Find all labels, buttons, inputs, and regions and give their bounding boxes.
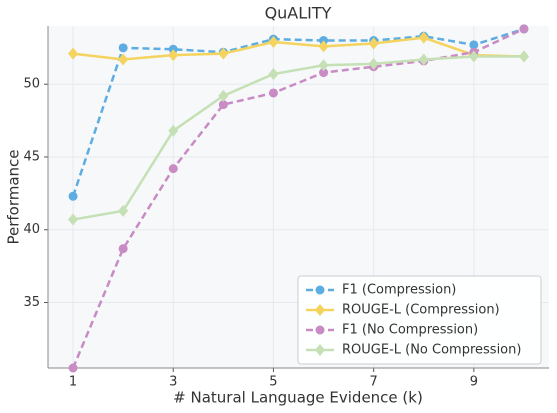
chart-title: QuALITY xyxy=(265,4,332,23)
data-point xyxy=(318,59,329,72)
data-point xyxy=(118,53,129,66)
data-point xyxy=(218,47,229,60)
data-point xyxy=(68,363,78,373)
data-point xyxy=(218,89,229,102)
x-tick-label: 3 xyxy=(169,375,177,390)
legend-box xyxy=(297,275,542,365)
data-point xyxy=(118,43,128,53)
y-tick-label: 35 xyxy=(23,295,40,310)
legend-label: F1 (No Compression) xyxy=(342,323,478,338)
legend-marker xyxy=(315,285,325,295)
data-point xyxy=(118,244,128,254)
y-tick-label: 45 xyxy=(23,149,40,164)
series-line xyxy=(71,27,525,197)
data-point xyxy=(319,68,329,78)
y-axis-label: Performance xyxy=(5,149,23,244)
data-point xyxy=(268,36,279,49)
y-tick-label: 50 xyxy=(23,77,40,92)
x-tick-label: 5 xyxy=(269,375,277,390)
data-point xyxy=(68,191,78,201)
data-point xyxy=(68,47,79,60)
data-point xyxy=(268,68,279,81)
data-point xyxy=(368,57,379,70)
data-point xyxy=(468,50,479,63)
series-line xyxy=(71,27,525,369)
y-tick-label: 40 xyxy=(23,222,40,237)
data-point xyxy=(519,24,529,34)
data-point xyxy=(168,49,179,62)
data-point xyxy=(518,50,529,63)
legend-marker xyxy=(315,304,325,316)
data-point xyxy=(418,53,429,66)
series-line xyxy=(72,36,524,61)
data-point xyxy=(418,31,429,44)
data-point xyxy=(368,37,379,50)
data-point xyxy=(469,40,479,50)
data-point xyxy=(268,88,278,98)
legend-marker xyxy=(315,344,325,356)
x-tick-label: 9 xyxy=(470,375,478,390)
legend-label: ROUGE-L (Compression) xyxy=(342,303,500,318)
series-line xyxy=(72,55,524,221)
data-point xyxy=(68,213,79,226)
legend-label: F1 (Compression) xyxy=(342,283,456,298)
x-tick-label: 1 xyxy=(69,375,77,390)
data-point xyxy=(318,40,329,53)
data-point xyxy=(168,164,178,174)
legend-marker xyxy=(315,325,325,335)
legend-label: ROUGE-L (No Compression) xyxy=(342,343,521,358)
data-point xyxy=(118,204,129,217)
x-axis-label: # Natural Language Evidence (k) xyxy=(173,389,423,407)
data-point xyxy=(168,124,179,137)
data-point xyxy=(218,100,228,110)
x-tick-label: 7 xyxy=(370,375,378,390)
